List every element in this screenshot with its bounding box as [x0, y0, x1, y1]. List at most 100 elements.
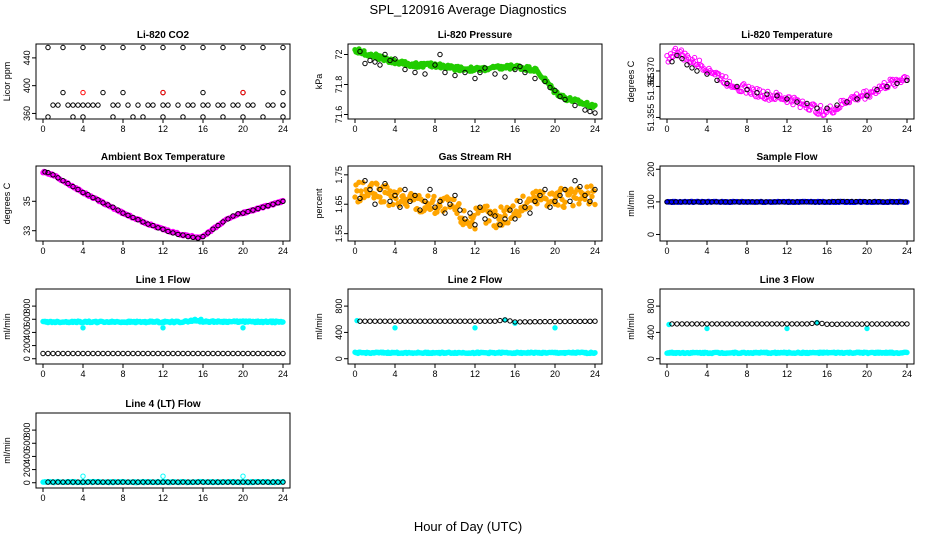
x-tick-label: 12 — [782, 369, 792, 379]
data-point — [145, 221, 151, 227]
data-point — [422, 198, 428, 205]
data-point — [200, 233, 206, 240]
data-point — [576, 201, 582, 207]
data-point — [165, 479, 171, 485]
data-point — [684, 62, 690, 68]
y-tick-label: 0 — [334, 356, 344, 361]
data-point — [80, 473, 86, 479]
data-point — [431, 193, 437, 200]
data-point — [85, 350, 91, 357]
data-point — [205, 102, 211, 108]
data-point — [210, 226, 216, 232]
data-point — [198, 316, 204, 322]
data-point — [230, 350, 236, 357]
data-point — [759, 321, 765, 327]
x-tick-label: 16 — [198, 369, 208, 379]
data-point — [45, 44, 51, 51]
data-point — [210, 479, 216, 485]
data-point — [125, 102, 131, 108]
x-tick-label: 8 — [744, 369, 749, 379]
data-point — [779, 321, 785, 327]
data-point — [522, 69, 528, 76]
data-point — [80, 89, 86, 96]
data-point — [889, 76, 896, 83]
data-point — [270, 350, 276, 357]
x-tick-label: 8 — [744, 246, 749, 256]
data-point — [784, 96, 790, 102]
data-point — [140, 479, 146, 485]
data-point — [537, 192, 543, 199]
data-point — [105, 479, 111, 485]
data-point — [210, 350, 216, 357]
y-tick-label: 100 — [646, 194, 656, 209]
x-tick-label: 12 — [782, 124, 792, 134]
data-point — [507, 207, 513, 213]
data-point — [275, 200, 281, 206]
data-point — [135, 217, 141, 223]
data-point — [527, 205, 533, 211]
data-point — [562, 186, 568, 193]
x-tick-label: 12 — [782, 246, 792, 256]
data-point — [180, 232, 186, 238]
data-point — [70, 350, 76, 357]
data-point — [425, 193, 431, 199]
data-point — [402, 318, 408, 324]
data-point — [874, 321, 880, 327]
data-point — [502, 74, 508, 80]
data-point — [472, 318, 478, 324]
data-point — [587, 318, 593, 324]
data-point — [275, 350, 281, 357]
data-point — [130, 479, 136, 485]
data-point — [527, 319, 533, 325]
y-tick-label: 200 — [646, 162, 656, 177]
data-point — [456, 201, 462, 207]
data-point — [175, 231, 181, 238]
data-point — [80, 102, 86, 108]
data-point — [392, 325, 398, 331]
data-point — [747, 90, 753, 96]
data-point — [200, 44, 206, 51]
data-point — [804, 321, 810, 327]
data-point — [437, 203, 443, 209]
data-point — [105, 350, 111, 357]
data-point — [60, 479, 66, 485]
data-point — [407, 198, 413, 205]
data-point — [45, 350, 51, 357]
x-tick-label: 20 — [550, 124, 560, 134]
data-point — [265, 203, 271, 209]
data-point — [392, 56, 398, 62]
data-point — [801, 101, 807, 107]
data-point — [507, 318, 513, 324]
data-point — [719, 73, 725, 79]
panel-title: Li-820 Temperature — [741, 30, 833, 41]
data-point — [810, 101, 817, 107]
x-tick-label: 8 — [120, 124, 125, 134]
panel-title: Line 4 (LT) Flow — [125, 399, 201, 410]
x-tick-label: 4 — [392, 369, 397, 379]
data-point — [592, 318, 598, 324]
data-point — [750, 86, 757, 93]
data-point — [90, 194, 96, 201]
data-point — [502, 317, 508, 323]
x-tick-label: 8 — [120, 369, 125, 379]
data-point — [85, 479, 91, 485]
data-point — [462, 318, 468, 324]
data-point — [669, 321, 675, 327]
data-point — [160, 102, 166, 108]
data-point — [235, 102, 241, 108]
data-point — [200, 102, 206, 108]
data-point — [372, 318, 378, 324]
data-point — [552, 325, 558, 331]
x-tick-label: 0 — [664, 369, 669, 379]
data-point — [457, 207, 463, 213]
data-point — [80, 114, 86, 119]
data-point — [567, 318, 573, 325]
panel-1: Li-820 Pressure 0 4 8 12 16 20 24 71.6 71.8 72 kPa — [314, 30, 603, 134]
data-point — [442, 210, 448, 216]
data-point — [70, 102, 76, 108]
data-point — [120, 89, 126, 96]
data-point — [235, 479, 241, 485]
data-point — [665, 59, 671, 65]
data-point — [547, 84, 553, 91]
data-point — [185, 102, 191, 108]
